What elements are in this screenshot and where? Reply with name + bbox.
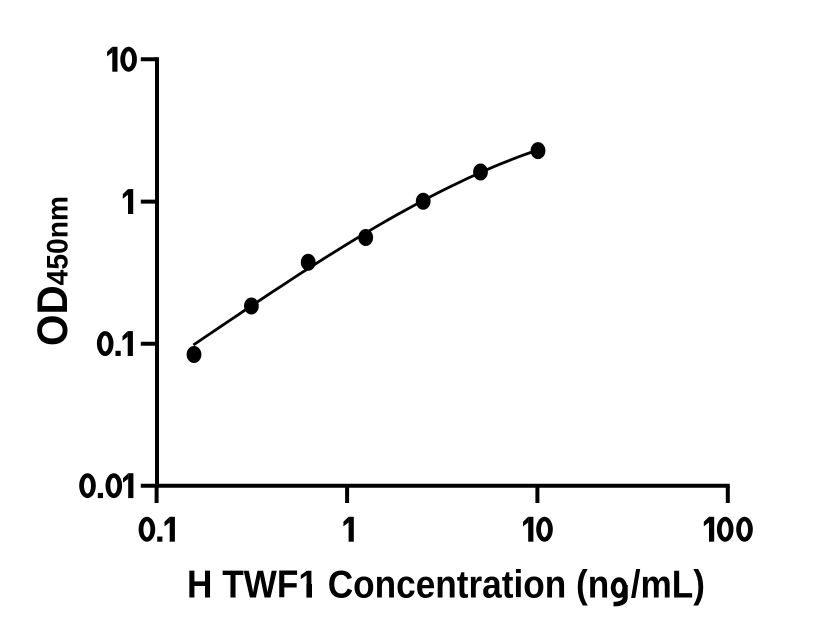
svg-text:OD450nm: OD450nm <box>29 196 77 346</box>
